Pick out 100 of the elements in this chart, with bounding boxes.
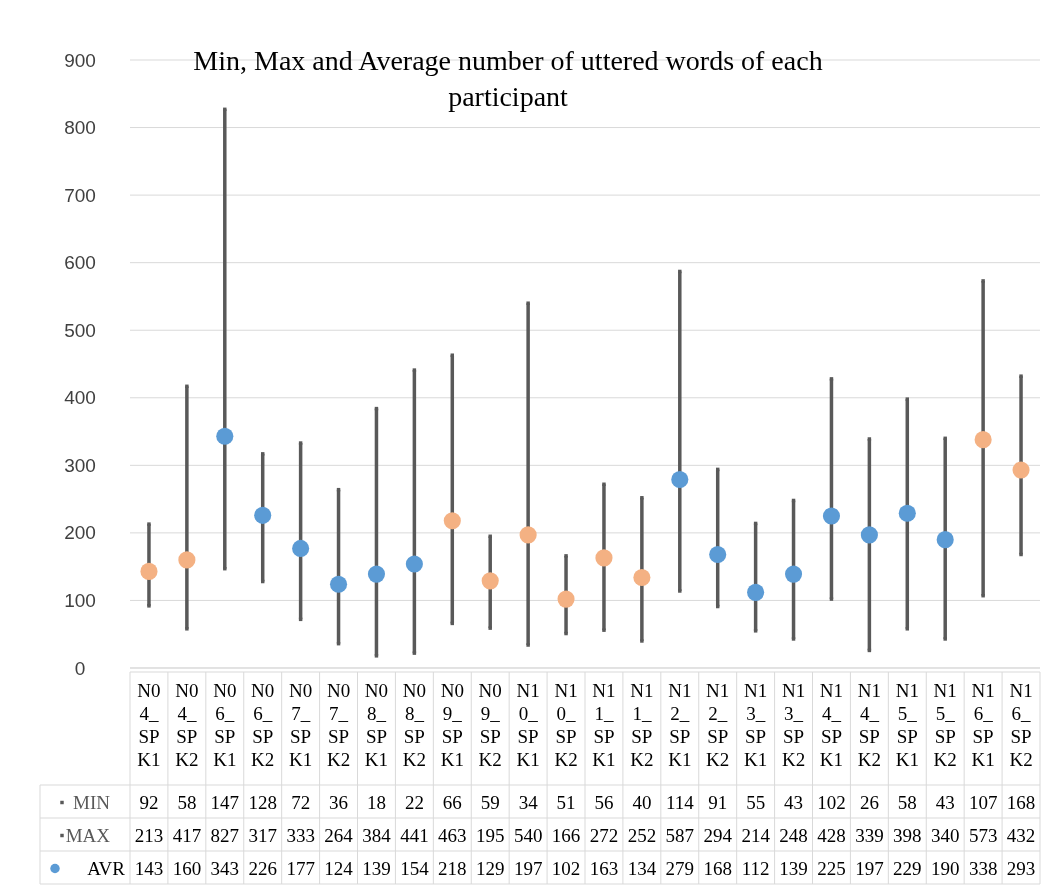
- data-label: 55: [746, 791, 766, 813]
- data-label: 112: [741, 857, 770, 879]
- data-label: 177: [286, 857, 315, 879]
- data-label: 92: [139, 791, 159, 813]
- point: [602, 628, 606, 632]
- data-label: 129: [475, 857, 505, 879]
- data-label: 56: [594, 791, 614, 813]
- point: [905, 627, 910, 631]
- data-label: 317: [248, 824, 277, 846]
- data-label: 139: [779, 857, 808, 879]
- x-tick-label: N08_SPK1: [364, 680, 389, 770]
- x-tick-label: N08_SPK2: [402, 680, 426, 770]
- y-tick-label: 500: [64, 319, 96, 341]
- data-label: 248: [779, 824, 808, 846]
- x-tick-label: N04_SPK2: [175, 680, 199, 770]
- point: [519, 526, 537, 544]
- x-tick-label: N09_SPK2: [478, 680, 502, 770]
- point: [443, 512, 461, 530]
- y-tick-label: 200: [64, 522, 96, 544]
- data-label: 463: [438, 824, 467, 846]
- data-label: 163: [589, 857, 619, 879]
- x-tick-label: N11_SPK1: [592, 680, 616, 770]
- data-label: 154: [400, 857, 430, 879]
- point: [481, 572, 499, 590]
- data-label: 214: [741, 824, 771, 846]
- data-label: 573: [968, 824, 998, 846]
- data-label: 58: [177, 791, 197, 813]
- x-tick-label: N12_SPK2: [706, 680, 730, 770]
- data-label: 134: [627, 857, 657, 879]
- data-label: 58: [897, 791, 917, 813]
- x-tick-label: N14_SPK2: [857, 680, 881, 770]
- data-label: 26: [859, 791, 879, 813]
- x-tick-label: N07_SPK2: [326, 680, 351, 770]
- point: [185, 627, 189, 631]
- point: [898, 504, 916, 522]
- data-label: 441: [400, 824, 429, 846]
- data-label: 168: [1006, 791, 1036, 813]
- point: [791, 637, 796, 641]
- point: [564, 554, 568, 558]
- data-label: 40: [632, 791, 652, 813]
- point: [640, 639, 644, 643]
- data-label: 197: [855, 857, 884, 879]
- x-tick-label: N10_SPK1: [516, 680, 540, 770]
- x-tick-label: N13_SPK1: [744, 680, 768, 770]
- data-label: 432: [1006, 824, 1036, 846]
- point: [405, 555, 423, 573]
- data-label: 34: [518, 791, 539, 813]
- data-label: 195: [475, 824, 505, 846]
- x-tick-label: N16_SPK1: [971, 680, 995, 770]
- point: [488, 626, 492, 630]
- data-label: 66: [442, 791, 462, 813]
- data-label: 218: [438, 857, 467, 879]
- data-label: 18: [366, 791, 386, 813]
- data-label: 225: [817, 857, 846, 879]
- data-label: 279: [665, 857, 695, 879]
- data-label: 102: [551, 857, 581, 879]
- data-label: 124: [324, 857, 354, 879]
- data-label: 107: [968, 791, 998, 813]
- point: [450, 353, 455, 357]
- data-label: 43: [784, 791, 804, 813]
- point: [1019, 552, 1023, 557]
- point: [367, 565, 386, 583]
- point: [147, 522, 151, 526]
- data-label: 587: [665, 824, 695, 846]
- data-label: 59: [480, 791, 500, 813]
- point: [678, 589, 682, 593]
- data-label: 333: [286, 824, 315, 846]
- x-tick-label: N11_SPK2: [630, 680, 654, 770]
- data-label: 226: [248, 857, 277, 879]
- data-label: 293: [1006, 857, 1036, 879]
- data-label: 147: [210, 791, 240, 813]
- x-tick-label: N14_SPK1: [819, 680, 844, 770]
- point: [595, 549, 613, 567]
- point: [867, 437, 872, 441]
- x-tick-label: N06_SPK2: [251, 680, 275, 770]
- data-label: 51: [556, 791, 576, 813]
- x-tick-label: N07_SPK1: [289, 680, 313, 770]
- point: [412, 368, 417, 372]
- point: [564, 631, 568, 636]
- point: [981, 279, 985, 283]
- chart-title: Min, Max and Average number of uttered words of each participant: [193, 45, 823, 112]
- point: [140, 562, 158, 580]
- y-tick-label: 900: [64, 49, 96, 71]
- point: [602, 482, 606, 486]
- x-tick-label: N04_SPK1: [137, 680, 161, 770]
- data-label: 91: [708, 791, 728, 813]
- data-label: 294: [703, 824, 733, 846]
- point: [557, 590, 575, 608]
- data-label: 168: [703, 857, 732, 879]
- point: [374, 654, 379, 658]
- point: [292, 539, 310, 557]
- data-label: 343: [210, 857, 240, 879]
- point: [223, 107, 227, 112]
- data-label: 160: [172, 857, 202, 879]
- point: [981, 593, 985, 598]
- data-label: 340: [930, 824, 960, 846]
- x-tick-label: N12_SPK1: [668, 680, 692, 770]
- x-tick-label: N06_SPK1: [213, 680, 237, 770]
- data-label: 384: [362, 824, 392, 846]
- data-label: 114: [665, 791, 695, 813]
